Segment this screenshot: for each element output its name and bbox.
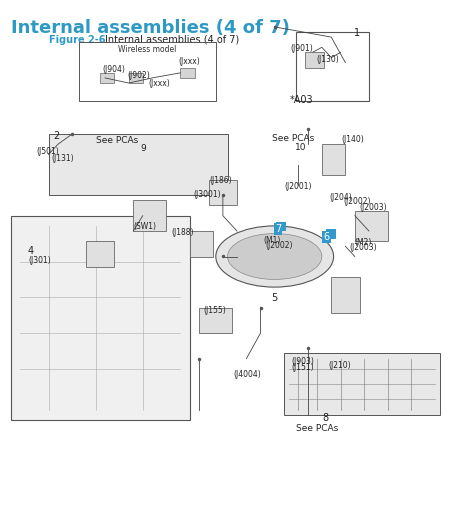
Text: (J140): (J140)	[341, 134, 364, 144]
Text: 1: 1	[354, 28, 360, 38]
FancyBboxPatch shape	[181, 68, 195, 78]
Text: (J2003): (J2003)	[349, 243, 377, 252]
Text: (J130): (J130)	[317, 55, 339, 64]
Text: (J155): (J155)	[203, 306, 226, 314]
Text: Internal assemblies (4 of 7): Internal assemblies (4 of 7)	[11, 19, 290, 37]
FancyBboxPatch shape	[305, 52, 324, 68]
Text: 6: 6	[323, 232, 329, 242]
Text: (J2001): (J2001)	[284, 182, 312, 191]
Text: (Jxxx): (Jxxx)	[148, 78, 170, 88]
Text: 2: 2	[54, 131, 60, 141]
Text: Wireless model: Wireless model	[118, 45, 177, 54]
FancyBboxPatch shape	[326, 229, 336, 239]
Ellipse shape	[216, 226, 334, 287]
Text: (J204): (J204)	[329, 193, 352, 202]
FancyBboxPatch shape	[355, 210, 388, 241]
Text: 9: 9	[140, 144, 146, 153]
Text: (M1): (M1)	[264, 236, 281, 245]
Ellipse shape	[228, 233, 322, 280]
Text: (J901): (J901)	[291, 44, 313, 53]
Text: (Jxxx): (Jxxx)	[178, 56, 200, 66]
Text: (M2): (M2)	[355, 238, 372, 247]
FancyBboxPatch shape	[128, 73, 143, 83]
Text: (J301): (J301)	[28, 255, 51, 265]
Text: (J903): (J903)	[292, 357, 314, 366]
FancyBboxPatch shape	[209, 180, 237, 206]
Text: (J188): (J188)	[172, 227, 194, 236]
FancyBboxPatch shape	[276, 222, 286, 231]
Text: 4: 4	[27, 246, 34, 256]
FancyBboxPatch shape	[190, 231, 213, 256]
Text: (J3001): (J3001)	[193, 190, 221, 199]
Text: 10: 10	[295, 143, 306, 152]
FancyBboxPatch shape	[86, 241, 115, 267]
Text: (J904): (J904)	[102, 65, 125, 74]
FancyBboxPatch shape	[331, 277, 359, 312]
Text: (J186): (J186)	[209, 176, 232, 186]
Text: (J210): (J210)	[328, 361, 351, 370]
Text: 5: 5	[272, 293, 278, 303]
Text: Internal assemblies (4 of 7): Internal assemblies (4 of 7)	[105, 34, 239, 45]
Text: (J902): (J902)	[128, 71, 150, 80]
FancyBboxPatch shape	[322, 144, 346, 175]
FancyBboxPatch shape	[11, 215, 190, 420]
Text: (J131): (J131)	[51, 154, 74, 163]
Text: (J2002): (J2002)	[265, 241, 293, 250]
FancyBboxPatch shape	[48, 134, 228, 195]
Text: See PCAs: See PCAs	[96, 135, 138, 145]
Text: (J501): (J501)	[36, 147, 59, 156]
Text: See PCAs: See PCAs	[273, 133, 315, 143]
FancyBboxPatch shape	[199, 307, 232, 333]
Text: (J4004): (J4004)	[234, 370, 261, 380]
Text: 7: 7	[275, 225, 281, 234]
Text: See PCAs: See PCAs	[296, 424, 338, 433]
Text: 8: 8	[322, 413, 328, 423]
Text: *A03: *A03	[290, 95, 314, 105]
Text: (J2002): (J2002)	[343, 198, 371, 206]
Text: (J2003): (J2003)	[360, 203, 387, 211]
FancyBboxPatch shape	[100, 73, 115, 83]
Text: (SW1): (SW1)	[134, 223, 156, 231]
FancyBboxPatch shape	[133, 201, 166, 231]
FancyBboxPatch shape	[284, 353, 439, 415]
Text: Figure 2-6: Figure 2-6	[48, 34, 105, 45]
Text: (J151): (J151)	[292, 363, 314, 372]
